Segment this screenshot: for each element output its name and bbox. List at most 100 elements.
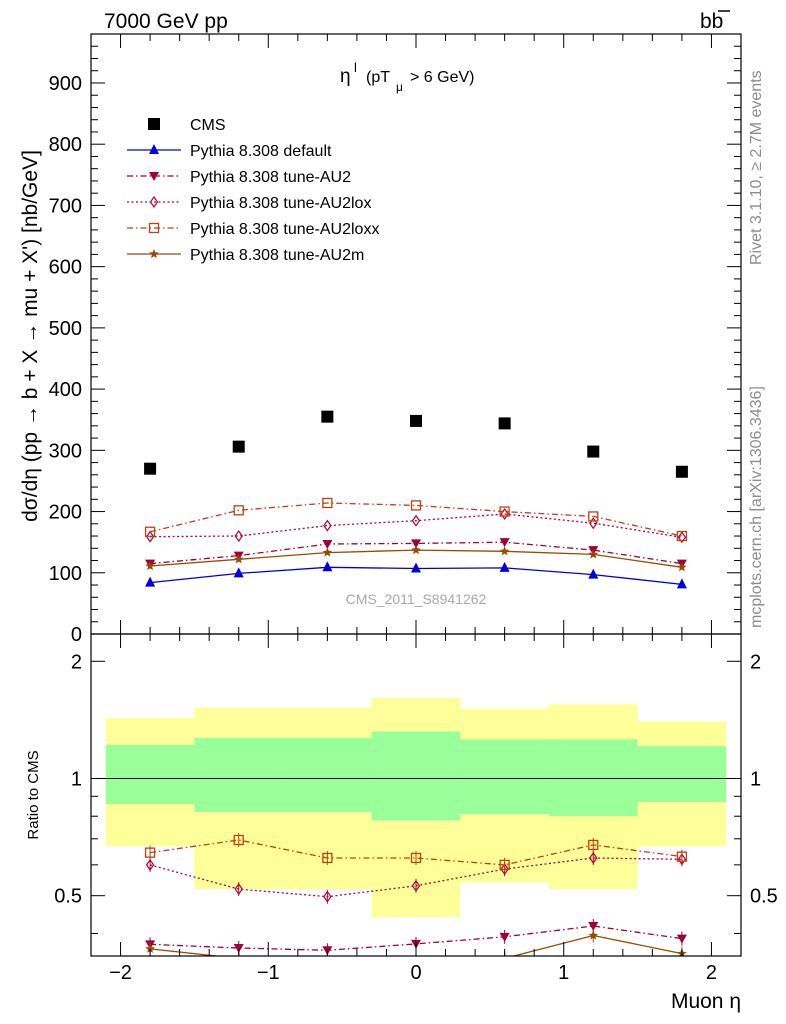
ratio-data-point	[410, 852, 422, 864]
ratio-y-tick-label: 0.5	[54, 886, 82, 908]
main-data-point	[411, 545, 421, 555]
main-data-point	[322, 540, 333, 549]
main-series-0	[144, 410, 688, 478]
main-data-point	[499, 546, 510, 556]
title-cut: (pT	[366, 69, 390, 86]
main-data-point	[144, 526, 156, 537]
ratio-y-axis-label: Ratio to CMS	[25, 750, 42, 839]
x-axis-label: Muon η	[671, 990, 741, 1013]
legend-marker	[148, 222, 160, 234]
ratio-data-point	[322, 852, 333, 864]
x-tick-label: −1	[257, 962, 280, 984]
legend-label: Pythia 8.308 default	[190, 143, 332, 160]
main-y-tick-label: 800	[49, 134, 82, 156]
ratio-data-point	[588, 921, 599, 931]
legend-marker	[149, 172, 159, 181]
uncertainty-band-inner	[371, 731, 461, 821]
ratio-y-tick-label: 2	[71, 651, 82, 673]
main-data-point	[144, 462, 157, 475]
uncertainty-band-inner	[194, 738, 284, 813]
analysis-watermark: CMS_2011_S8941262	[346, 591, 487, 607]
uncertainty-band-inner	[283, 738, 372, 813]
main-data-point	[676, 530, 688, 542]
ratio-data-point	[500, 863, 509, 876]
main-series-1	[145, 561, 687, 589]
ratio-data-point	[234, 883, 243, 896]
legend-entry: Pythia 8.308 default	[127, 143, 332, 160]
main-y-tick-label: 400	[49, 379, 82, 401]
main-data-point	[498, 417, 511, 430]
legend-label: Pythia 8.308 tune-AU2m	[190, 247, 364, 264]
legend-marker	[148, 118, 160, 130]
x-tick-label: 1	[558, 962, 569, 984]
ratio-data-point	[588, 930, 598, 940]
ratio-data-point	[323, 958, 333, 967]
main-series-line	[150, 513, 683, 538]
main-data-point	[411, 539, 421, 549]
main-series-5	[145, 545, 687, 572]
ratio-data-point	[499, 932, 510, 942]
ratio-data-point	[233, 943, 244, 953]
main-plot-title: η l (pT μ > 6 GeV)	[340, 60, 474, 94]
ratio-plot-axes: 0.5 0.5 1 1 2 2 −2 −1 0 1 2	[54, 633, 778, 984]
ratio-data-point	[145, 971, 155, 981]
energy-label: 7000 GeV pp	[104, 10, 228, 33]
legend-entry: Pythia 8.308 tune-AU2	[127, 169, 351, 186]
main-series-line	[149, 502, 683, 537]
main-data-point	[499, 538, 510, 548]
title-cut-tail: > 6 GeV)	[410, 69, 474, 86]
ratio-y-tick-label-right: 1	[750, 768, 761, 790]
main-data-point	[145, 530, 155, 543]
legend: CMS Pythia 8.308 default Pythia 8.308 tune…	[127, 117, 379, 264]
ratio-data-point	[588, 839, 599, 851]
legend-label: Pythia 8.308 tune-AU2loxx	[190, 221, 379, 238]
main-data-point	[588, 511, 599, 522]
main-y-tick-label: 0	[71, 624, 82, 646]
main-data-point	[411, 562, 421, 573]
legend-marker	[149, 144, 159, 154]
ratio-series-3	[144, 833, 688, 872]
main-plot-panel: 0 100 200 300 400 500 600 700 800 900 CMS_2011_S8…	[19, 33, 742, 646]
main-data-point	[676, 578, 687, 589]
legend-entry: Pythia 8.308 tune-AU2m	[127, 247, 364, 264]
legend-label: CMS	[190, 117, 226, 134]
mcplots-label: mcplots.cern.ch [arXiv:1306.3436]	[748, 386, 765, 628]
legend-entry: Pythia 8.308 tune-AU2loxx	[127, 221, 379, 238]
ratio-data-point	[234, 965, 244, 975]
main-data-point	[232, 440, 245, 453]
main-plot-series	[144, 410, 688, 589]
ratio-y-tick-label: 1	[71, 768, 82, 790]
uncertainty-band-inner	[105, 744, 195, 804]
ratio-data-point	[588, 960, 598, 970]
title-cut-sub: μ	[396, 80, 403, 94]
uncertainty-band-inner	[637, 746, 727, 803]
ratio-data-point	[676, 934, 687, 944]
ratio-data-point	[676, 851, 688, 862]
title-eta-sup: l	[354, 60, 357, 75]
ratio-data-point	[145, 943, 155, 953]
ratio-data-point	[500, 971, 510, 981]
ratio-data-point	[589, 851, 598, 865]
main-data-point	[499, 561, 510, 572]
ratio-data-point	[677, 971, 687, 981]
ratio-uncertainty-bands	[105, 697, 727, 918]
main-data-point	[145, 561, 155, 571]
main-y-tick-label: 600	[49, 257, 82, 279]
main-y-tick-label: 700	[49, 195, 82, 217]
main-series-3	[145, 507, 687, 544]
main-data-point	[234, 529, 243, 543]
main-y-tick-label: 200	[49, 502, 82, 524]
main-y-tick-label: 100	[49, 563, 82, 585]
legend-marker	[149, 249, 159, 258]
x-tick-label: 2	[706, 962, 717, 984]
main-data-point	[145, 576, 156, 587]
uncertainty-band-inner	[548, 739, 638, 817]
legend-entry: CMS	[148, 117, 226, 134]
ratio-data-point	[322, 971, 332, 981]
x-tick-label: 0	[410, 962, 421, 984]
ratio-data-point	[323, 890, 332, 903]
ratio-plot-panel: 0.5 0.5 1 1 2 2 −2 −1 0 1 2 Ratio to CMS Muon η	[25, 633, 778, 1013]
ratio-data-point	[144, 847, 156, 858]
uncertainty-band-inner	[460, 739, 549, 815]
